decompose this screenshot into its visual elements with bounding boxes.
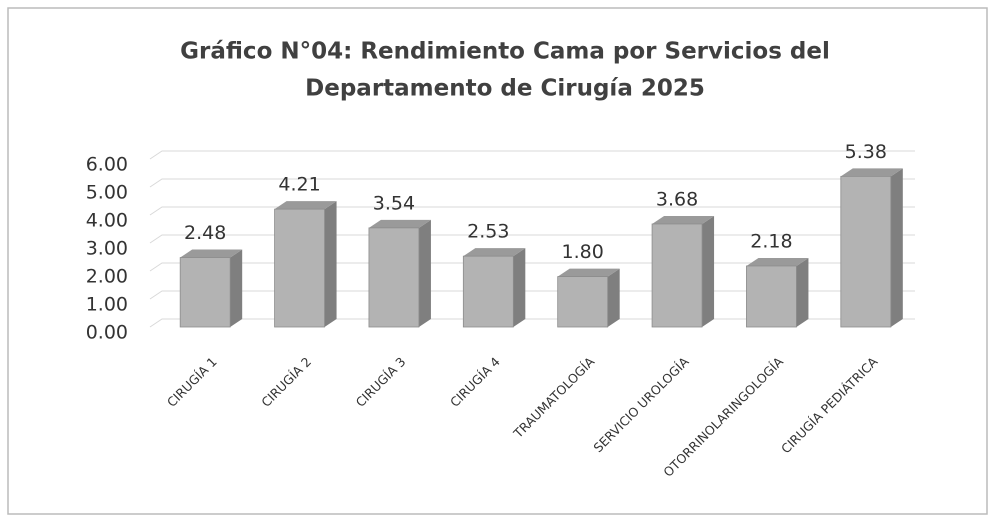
bar-top — [368, 219, 431, 228]
bar-side — [230, 249, 243, 327]
bar-side — [418, 219, 431, 327]
bar — [557, 276, 609, 328]
y-tick-label: 0.00 — [86, 322, 128, 344]
data-label: 2.18 — [750, 230, 792, 252]
data-label: 2.48 — [184, 222, 226, 244]
chart-title: Gráfico N°04: Rendimiento Cama por Servi… — [180, 39, 830, 65]
bar — [368, 227, 420, 328]
bar-top — [652, 215, 715, 224]
bar — [746, 265, 797, 328]
bar-side — [796, 257, 809, 327]
y-tick-label: 5.00 — [86, 182, 128, 204]
bar-top — [840, 168, 903, 177]
bar — [651, 223, 703, 328]
bar-side — [607, 268, 620, 327]
bar-top — [557, 268, 620, 277]
bar-side — [890, 168, 903, 327]
y-tick-label: 3.00 — [86, 238, 128, 260]
bar-side — [513, 248, 526, 327]
bar — [179, 257, 231, 328]
data-label: 2.53 — [467, 221, 509, 243]
bar-side — [324, 201, 337, 327]
y-tick-label: 6.00 — [86, 154, 128, 176]
data-label: 3.68 — [656, 188, 698, 210]
bar-top — [463, 248, 526, 257]
bar-top — [180, 249, 243, 258]
data-label: 1.80 — [562, 241, 604, 263]
bar-top — [746, 257, 809, 266]
bar — [840, 175, 892, 328]
bar — [462, 255, 514, 328]
bar — [274, 208, 325, 328]
y-tick-label: 4.00 — [86, 210, 128, 232]
grid-line — [149, 150, 915, 160]
y-tick-label: 1.00 — [86, 294, 128, 316]
bar-top — [274, 201, 337, 210]
chart-title: Departamento de Cirugía 2025 — [305, 76, 705, 102]
y-tick-label: 2.00 — [86, 266, 128, 288]
data-label: 4.21 — [278, 174, 320, 196]
grid-line — [149, 206, 915, 216]
grid-line — [149, 178, 915, 188]
data-label: 3.54 — [373, 192, 415, 214]
bar-side — [702, 215, 715, 327]
data-label: 5.38 — [845, 141, 887, 163]
